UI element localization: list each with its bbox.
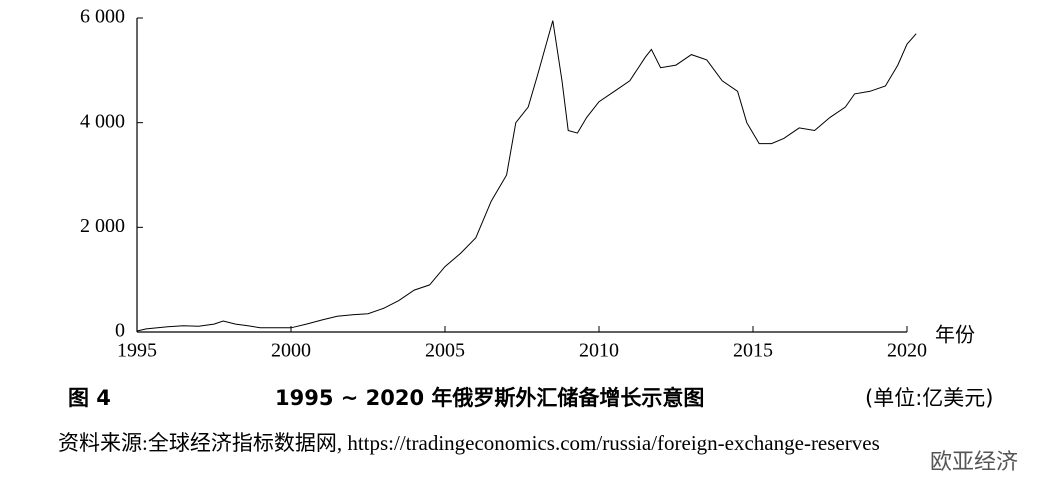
watermark: 欧亚经济 bbox=[930, 450, 1019, 475]
y-tick-label: 2 000 bbox=[80, 215, 125, 237]
figure-label: 图 4 bbox=[68, 386, 111, 410]
x-tick-label: 2000 bbox=[271, 340, 311, 362]
x-tick-label: 2020 bbox=[887, 340, 927, 362]
unit-label: (单位:亿美元) bbox=[865, 386, 994, 410]
x-tick-label: 1995 bbox=[117, 340, 157, 362]
chart: 年份 0 2 000 4 000 6 000 1995 2000 2005 2010 2015 2… bbox=[80, 6, 975, 362]
x-tick-label: 2015 bbox=[733, 340, 773, 362]
x-tick-label: 2010 bbox=[579, 340, 619, 362]
y-tick-label: 4 000 bbox=[80, 110, 125, 132]
source-note: 资料来源:全球经济指标数据网, https://tradingeconomics… bbox=[58, 431, 880, 455]
y-tick-label: 0 bbox=[115, 320, 125, 342]
data-line bbox=[136, 20, 917, 332]
y-tick-label: 6 000 bbox=[80, 6, 125, 28]
x-tick-label: 2005 bbox=[425, 340, 465, 362]
chart-title: 1995 ~ 2020 年俄罗斯外汇储备增长示意图 bbox=[275, 386, 705, 410]
x-axis-label: 年份 bbox=[935, 323, 975, 347]
